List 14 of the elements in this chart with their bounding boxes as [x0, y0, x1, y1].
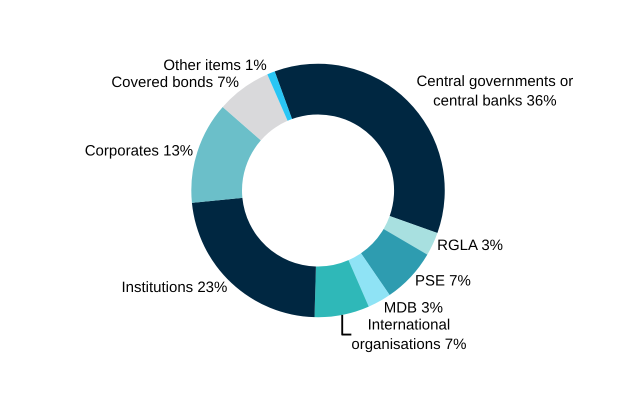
donut-slice	[267, 71, 292, 121]
slice-label: Other items 1%	[163, 56, 267, 74]
donut-slice	[191, 107, 261, 203]
donut-slice	[192, 198, 316, 318]
slice-label: Institutions 23%	[121, 279, 228, 296]
slice-label: Covered bonds 7%	[111, 74, 239, 92]
donut-slice	[384, 216, 438, 255]
donut-slice	[314, 260, 369, 318]
slice-label: Corporates 13%	[84, 142, 194, 160]
slice-label: RGLA 3%	[437, 237, 504, 254]
slice-label: Central governments or central banks 36%	[416, 73, 574, 110]
slice-label: MDB 3%	[384, 299, 443, 316]
slice-label: PSE 7%	[414, 272, 471, 290]
slice-label: International organisations 7%	[351, 316, 466, 353]
